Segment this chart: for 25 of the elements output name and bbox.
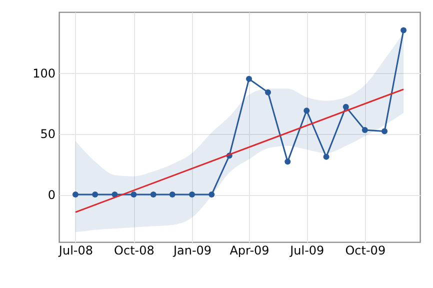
point <box>362 127 368 134</box>
point <box>400 27 407 34</box>
x-tick-label: Jul-08 <box>58 244 94 258</box>
point <box>150 192 156 198</box>
point <box>284 158 291 165</box>
point <box>382 128 388 134</box>
point <box>92 192 98 198</box>
y-tick-label: 100 <box>32 66 56 80</box>
x-tick-label: Oct-08 <box>114 244 154 258</box>
point <box>342 104 349 110</box>
point <box>323 154 330 160</box>
point <box>72 192 78 198</box>
point <box>130 192 137 198</box>
y-tick-label: 0 <box>48 188 56 202</box>
point <box>265 89 271 96</box>
x-tick-label: Jan-09 <box>172 244 212 258</box>
x-tick-label: Apr-09 <box>230 244 270 258</box>
point <box>169 192 176 198</box>
point <box>246 76 252 82</box>
x-tick-label: Oct-09 <box>345 244 386 258</box>
point <box>304 108 310 114</box>
y-tick-label: 50 <box>40 127 56 142</box>
point <box>208 192 215 198</box>
x-tick-label: Jul-09 <box>289 244 324 258</box>
point <box>189 192 195 198</box>
